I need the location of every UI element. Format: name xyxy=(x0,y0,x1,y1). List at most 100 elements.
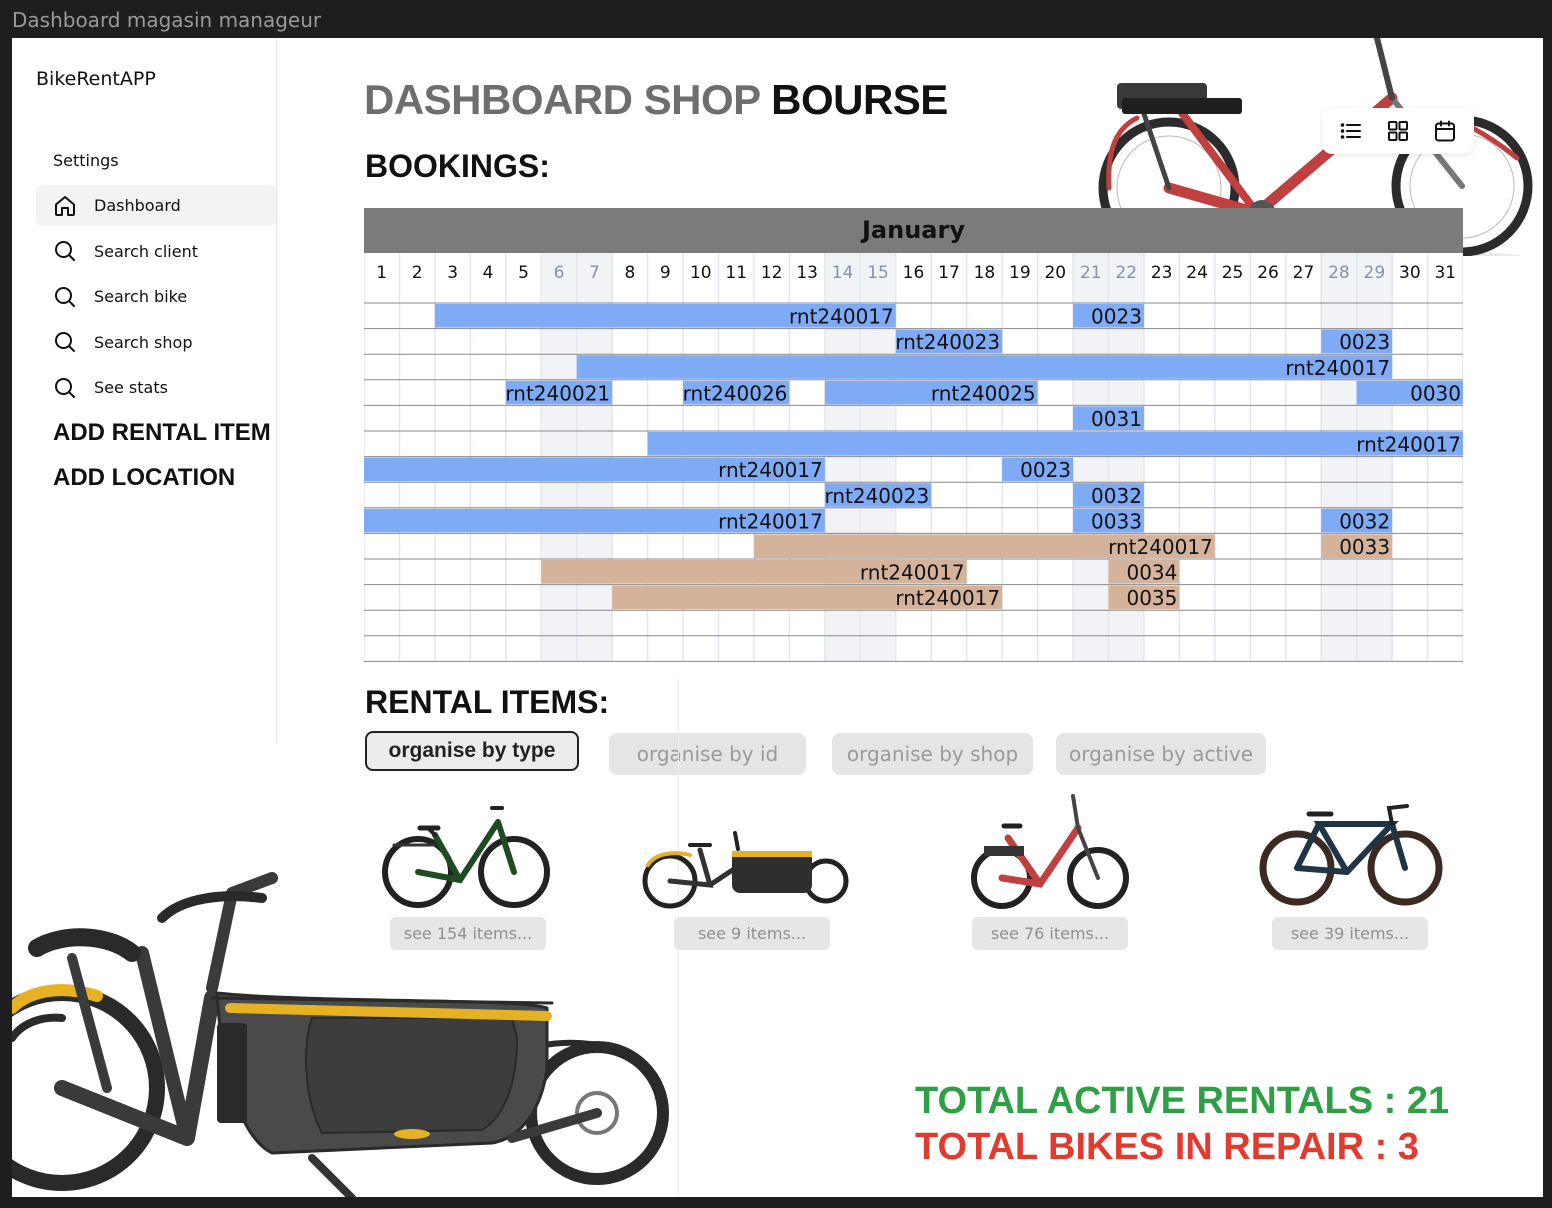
booking-bar[interactable] xyxy=(1073,483,1144,507)
sidebar-item-see-stats[interactable]: See stats xyxy=(36,367,276,408)
booking-bar[interactable] xyxy=(505,380,613,405)
booking-label: 0032 xyxy=(1091,484,1142,508)
day-number: 7 xyxy=(589,263,600,283)
day-number: 20 xyxy=(1044,263,1066,283)
filter-by-type[interactable]: organise by type xyxy=(365,731,579,771)
booking-bar[interactable] xyxy=(824,380,1038,405)
booking-label: 0035 xyxy=(1126,586,1177,610)
day-number: 31 xyxy=(1434,263,1456,283)
booking-bar[interactable] xyxy=(1356,380,1463,405)
filter-by-id[interactable]: organise by id xyxy=(609,733,806,775)
booking-bar[interactable] xyxy=(1073,406,1144,430)
day-number: 3 xyxy=(447,263,458,283)
day-number: 27 xyxy=(1293,263,1315,283)
booking-bar[interactable] xyxy=(612,585,1003,610)
sidebar-item-dashboard[interactable]: Dashboard xyxy=(36,185,276,226)
page-title-shop-name: BOURSE xyxy=(771,76,948,123)
see-items-button[interactable]: see 39 items... xyxy=(1272,917,1428,950)
day-number: 16 xyxy=(903,263,925,283)
day-number: 23 xyxy=(1151,263,1173,283)
totals-summary: TOTAL ACTIVE RENTALS : 21 TOTAL BIKES IN… xyxy=(915,1078,1449,1170)
total-active-rentals: TOTAL ACTIVE RENTALS : 21 xyxy=(915,1080,1450,1122)
booking-bar[interactable] xyxy=(364,457,825,482)
day-number: 1 xyxy=(376,263,387,283)
dashboard-canvas: BikeRentAPP Settings Dashboard Search cl… xyxy=(12,38,1543,1197)
list-icon[interactable] xyxy=(1333,113,1369,149)
sidebar-item-label: Search client xyxy=(94,241,198,261)
booking-label: rnt240017 xyxy=(1108,535,1213,559)
search-icon xyxy=(55,241,75,261)
filter-by-shop[interactable]: organise by shop xyxy=(832,733,1033,775)
booking-label: rnt240023 xyxy=(824,484,929,508)
weekend-column xyxy=(1321,253,1357,662)
booking-label: rnt240026 xyxy=(683,381,788,405)
booking-label: 0033 xyxy=(1339,535,1390,559)
green-city-bike-image[interactable] xyxy=(380,800,552,912)
filter-by-active[interactable]: organise by active xyxy=(1056,733,1266,775)
booking-bar[interactable] xyxy=(1108,585,1180,610)
booking-bar[interactable] xyxy=(1073,304,1144,328)
booking-label: 0032 xyxy=(1339,509,1390,533)
day-number: 10 xyxy=(690,263,712,283)
booking-label: 0034 xyxy=(1126,561,1177,585)
bookings-title: BOOKINGS: xyxy=(365,148,550,184)
cargo-bike-image[interactable] xyxy=(640,825,850,915)
booking-bar[interactable] xyxy=(1002,457,1074,482)
day-number: 26 xyxy=(1257,263,1279,283)
booking-bar[interactable] xyxy=(434,304,896,328)
grid-icon[interactable] xyxy=(1380,113,1416,149)
settings-link[interactable]: Settings xyxy=(53,151,119,170)
booking-bar[interactable] xyxy=(541,560,967,584)
red-folding-ebike-image[interactable] xyxy=(968,788,1130,910)
booking-bar[interactable] xyxy=(1073,508,1144,533)
see-items-button[interactable]: see 76 items... xyxy=(972,917,1128,950)
day-number: 28 xyxy=(1328,263,1350,283)
calendar-icon[interactable] xyxy=(1427,113,1463,149)
day-number: 19 xyxy=(1009,263,1031,283)
booking-label: 0033 xyxy=(1091,509,1142,533)
page-title-prefix: DASHBOARD SHOP xyxy=(364,76,760,123)
add-rental-item-link[interactable]: ADD RENTAL ITEM xyxy=(53,419,271,446)
frame-title: Dashboard magasin manageur xyxy=(12,8,322,32)
booking-bar[interactable] xyxy=(1321,534,1393,558)
booking-bar[interactable] xyxy=(364,508,825,533)
home-icon xyxy=(55,195,75,216)
day-number: 13 xyxy=(796,263,818,283)
calendar-month: January xyxy=(364,208,1463,253)
booking-bar[interactable] xyxy=(647,432,1463,456)
sidebar-item-label: Search bike xyxy=(94,287,188,306)
day-number: 25 xyxy=(1222,263,1244,283)
booking-bar[interactable] xyxy=(683,380,790,405)
booking-bar[interactable] xyxy=(576,355,1393,379)
day-number: 30 xyxy=(1399,263,1421,283)
day-number: 8 xyxy=(624,263,635,283)
sidebar-item-search-shop[interactable]: Search shop xyxy=(36,322,276,363)
booking-label: rnt240025 xyxy=(931,381,1036,405)
booking-bar[interactable] xyxy=(1108,560,1180,584)
view-toggle xyxy=(1322,108,1474,154)
sidebar-item-label: See stats xyxy=(94,378,168,397)
see-items-button[interactable]: see 9 items... xyxy=(674,917,830,950)
sidebar-item-search-bike[interactable]: Search bike xyxy=(36,276,276,317)
booking-bar[interactable] xyxy=(1321,329,1393,354)
search-icon xyxy=(55,286,75,307)
cargo-bike-hero-image xyxy=(12,872,669,1197)
booking-label: rnt240017 xyxy=(718,458,823,482)
day-number: 6 xyxy=(554,263,565,283)
app-brand[interactable]: BikeRentAPP xyxy=(36,68,156,90)
day-number: 24 xyxy=(1186,263,1208,283)
add-location-link[interactable]: ADD LOCATION xyxy=(53,464,236,491)
day-number: 21 xyxy=(1080,263,1102,283)
day-number: 9 xyxy=(660,263,671,283)
day-number: 4 xyxy=(483,263,494,283)
booking-bar[interactable] xyxy=(824,483,932,507)
see-items-button[interactable]: see 154 items... xyxy=(390,917,546,950)
day-number: 15 xyxy=(867,263,889,283)
booking-bar[interactable] xyxy=(1321,508,1393,533)
sidebar-item-search-client[interactable]: Search client xyxy=(36,231,276,272)
day-number: 14 xyxy=(832,263,854,283)
booking-bar[interactable] xyxy=(895,329,1003,354)
booking-bar[interactable] xyxy=(753,534,1215,558)
gravel-bike-image[interactable] xyxy=(1257,796,1443,908)
rental-items-title: RENTAL ITEMS: xyxy=(365,684,610,720)
